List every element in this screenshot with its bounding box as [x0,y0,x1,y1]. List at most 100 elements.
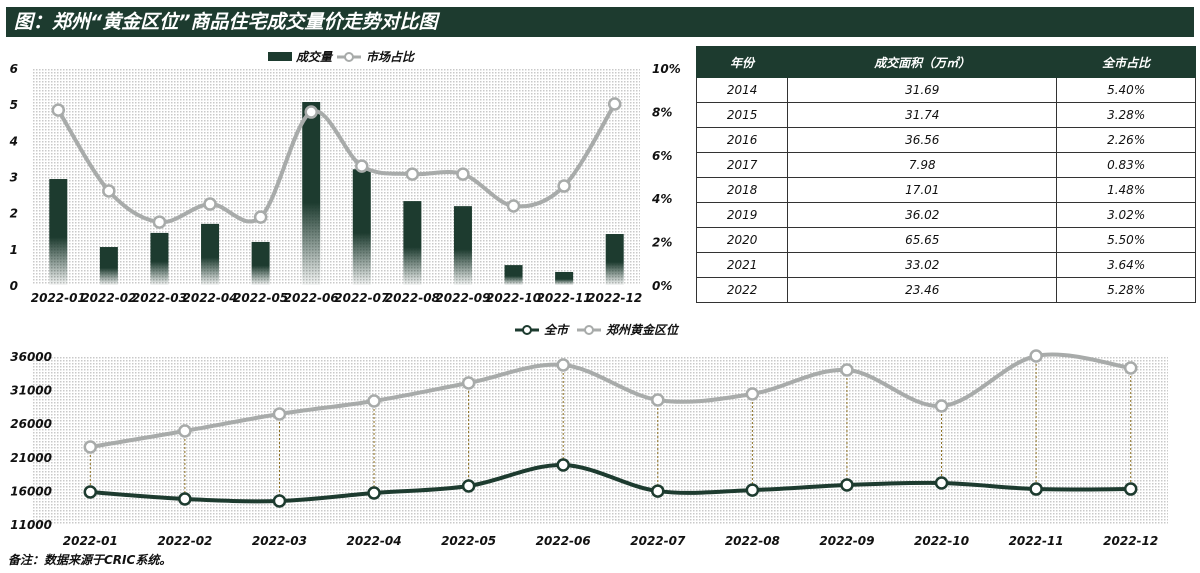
plot-area [33,68,640,285]
gold-area-point [272,407,287,421]
city-point [83,485,98,499]
city-point [934,476,949,490]
legend-city-marker [522,325,532,335]
share-point [506,199,521,213]
share-point [607,97,622,111]
table-cell: 2022 [695,277,789,303]
source-note: 备注：数据来源于CRIC系统。 [8,553,172,567]
gold-area-point [367,394,381,408]
x-tick-label: 2022-02 [81,291,136,305]
y-tick-label: 31000 [10,384,52,398]
table-cell: 2020 [695,227,789,253]
y-tick-label: 1 [10,243,18,257]
city-point [1123,482,1138,496]
table-cell: 36.02 [787,202,1058,228]
gold-area-point [556,358,570,372]
city-point [461,479,476,493]
y-tick-label: 0 [10,279,18,293]
bar [150,232,169,285]
legend-gold-marker [584,325,594,335]
city-point [367,486,381,500]
table-cell: 2015 [695,102,789,128]
x-tick-label: 2022-11 [537,291,592,305]
table-row: 2021 33.02 3.64% [695,252,1196,278]
table-cell: 65.65 [787,227,1058,253]
table-cell: 7.98 [787,152,1058,178]
y2-tick-label: 4% [651,192,672,206]
city-point [556,458,570,472]
bar [49,179,68,285]
x-tick-label: 2022-07 [334,291,390,305]
table-cell: 0.83% [1056,152,1196,178]
share-point [456,167,470,181]
table-cell: 5.50% [1056,227,1196,253]
y-tick-label: 4 [9,134,18,148]
x-tick-label: 2022-04 [347,534,402,548]
city-point [651,484,665,498]
table-cell: 1.48% [1056,177,1196,203]
table-cell: 5.40% [1056,77,1196,103]
x-tick-label: 2022-09 [819,534,874,548]
city-line [90,462,1131,504]
table-cell: 2016 [695,127,789,153]
x-tick-label: 2022-10 [486,291,541,305]
bar [504,265,523,285]
gold-area-point [651,393,665,407]
legend-bar-swatch [268,52,292,61]
legend-label: 郑州黄金区位 [605,323,680,337]
bar [352,169,371,285]
x-tick-label: 2022-06 [284,291,339,305]
x-tick-label: 2022-08 [725,534,780,548]
x-tick-label: 2022-05 [233,291,288,305]
legend-line-marker [344,52,354,62]
gold-area-point [745,387,760,401]
y-tick-label: 11000 [10,518,52,532]
city-point [1029,482,1043,496]
gold-area-point [83,440,98,454]
y-tick-label: 21000 [10,451,52,465]
y2-tick-label: 8% [652,105,672,119]
y-tick-label: 5 [10,98,18,112]
x-tick-label: 2022-12 [1103,534,1158,548]
share-point [51,103,66,117]
gold-area-point [1123,361,1138,375]
gold-area-point [840,363,854,377]
table-header: 年份 [695,46,789,78]
chart-title: 图：郑州“黄金区位”商品住宅成交量价走势对比图 [6,7,1194,37]
table-cell: 31.74 [787,102,1058,128]
bar [605,234,624,285]
city-point [745,483,760,497]
y2-tick-label: 0% [652,279,672,293]
gold-area-point [1029,349,1043,363]
x-tick-label: 2022-01 [31,291,86,305]
data-table: 年份 成交面积（万㎡） 全市占比 2014 31.69 5.40% 2015 31.74 3.2… [695,46,1196,303]
table-row: 2016 36.56 2.26% [695,127,1196,153]
share-point [557,179,571,193]
x-tick-label: 2022-09 [435,291,490,305]
table-cell: 23.46 [787,277,1058,303]
share-point [102,184,116,198]
table-cell: 33.02 [787,252,1058,278]
legend-label: 全市 [544,323,570,337]
table-row: 2020 65.65 5.50% [695,227,1196,253]
bar [403,201,422,285]
y2-tick-label: 2% [652,236,672,250]
y-tick-label: 6 [10,62,18,76]
share-point [253,210,268,224]
table-cell: 3.02% [1056,202,1196,228]
y-tick-label: 3 [10,171,18,185]
bar [251,241,270,285]
table-row: 2014 31.69 5.40% [695,77,1196,103]
gold-area-point [461,376,476,390]
y-tick-label: 36000 [10,350,52,364]
gold-area-point [178,424,192,438]
y-tick-label: 26000 [10,417,52,431]
bar [555,271,574,285]
table-cell: 3.64% [1056,252,1196,278]
x-tick-label: 2022-06 [536,534,591,548]
x-tick-label: 2022-11 [1009,534,1064,548]
table-cell: 2021 [695,252,789,278]
city-point [178,492,192,506]
table-cell: 5.28% [1056,277,1196,303]
